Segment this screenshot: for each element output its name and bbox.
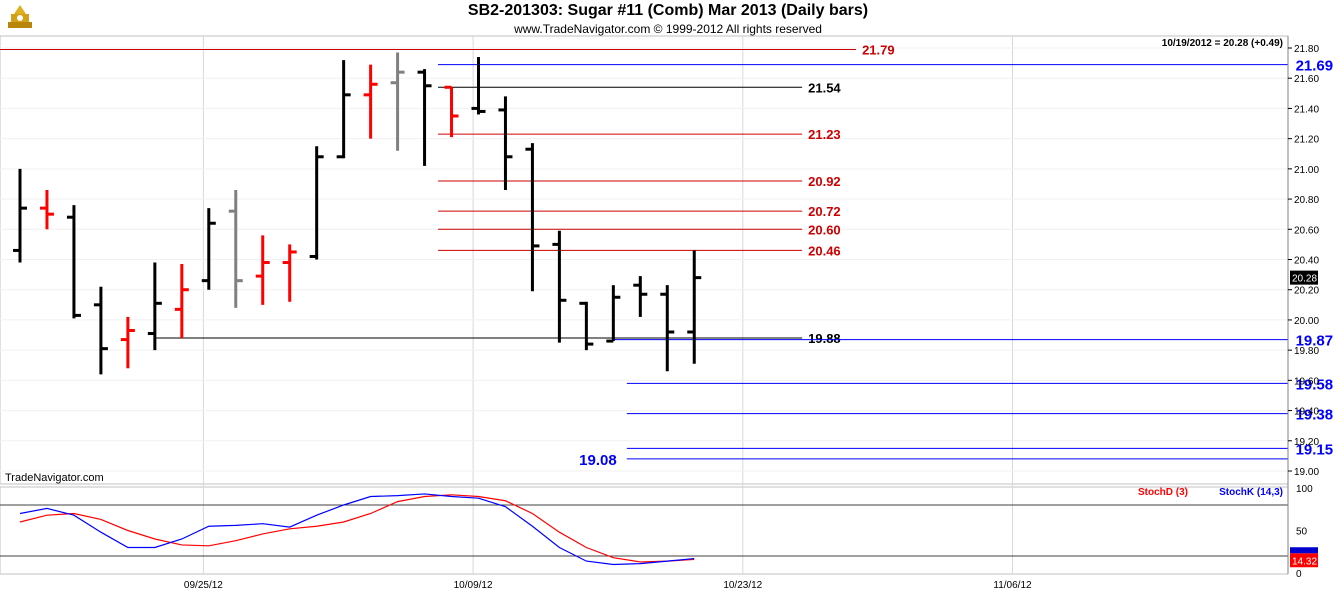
- trade-navigator-logo-icon: [6, 4, 34, 30]
- level-label-19.87: 19.87: [1296, 333, 1334, 350]
- date-tick-label: 09/25/12: [184, 580, 223, 591]
- axis-background: [1288, 36, 1336, 594]
- watermark-text: TradeNavigator.com: [5, 472, 104, 484]
- ohlc-bar: [552, 230, 567, 343]
- level-label-19.88: 19.88: [808, 331, 841, 346]
- ohlc-bar: [120, 316, 135, 369]
- level-label-19.08: 19.08: [579, 452, 617, 469]
- grid-lines: [0, 35, 1336, 594]
- legend-stochd: StochD (3): [1138, 487, 1188, 498]
- price-tick-label: 20.20: [1294, 286, 1319, 297]
- level-label-20.72: 20.72: [808, 204, 841, 219]
- ohlc-bar: [201, 208, 216, 290]
- ohlc-bar: [444, 85, 459, 138]
- price-tick-label: 20.40: [1294, 256, 1319, 267]
- price-tick-label: 19.00: [1294, 467, 1319, 478]
- ohlc-bar: [309, 146, 324, 260]
- level-label-19.58: 19.58: [1296, 376, 1334, 393]
- ohlc-bar: [687, 250, 702, 364]
- price-tick-label: 19.20: [1294, 437, 1319, 448]
- date-tick-label: 10/23/12: [723, 580, 762, 591]
- ohlc-bar: [66, 205, 81, 319]
- price-tick-label: 20.80: [1294, 195, 1319, 206]
- ohlc-bar: [255, 235, 270, 305]
- ohlc-bar: [390, 52, 405, 151]
- level-label-20.92: 20.92: [808, 174, 841, 189]
- ohlc-bar: [147, 262, 162, 351]
- price-tick-label: 19.80: [1294, 346, 1319, 357]
- level-label-19.38: 19.38: [1296, 407, 1334, 424]
- copyright-notice: www.TradeNavigator.com © 1999-2012 All r…: [514, 22, 822, 36]
- price-tick-label: 21.80: [1294, 44, 1319, 55]
- axes: 21.80 21.60 21.40 21.20 21.00 20.80 20.60 20.40…: [184, 36, 1319, 591]
- ohlc-bar: [471, 57, 486, 115]
- ohlc-bar: [93, 286, 108, 375]
- ohlc-bar: [660, 285, 675, 372]
- legend-stochk: StochK (14,3): [1219, 487, 1283, 498]
- level-label-21.69: 21.69: [1296, 58, 1334, 75]
- price-levels: 21.79 21.69 21.54 21.23 20.92 20.72 20.60 20.46…: [0, 43, 1333, 469]
- price-tick-label: 21.60: [1294, 74, 1319, 85]
- series-StochK-14-3-: [19, 493, 695, 566]
- price-tick-label: 21.40: [1294, 104, 1319, 115]
- ohlc-bar: [174, 264, 189, 339]
- stoch-tick-label: 50: [1296, 527, 1308, 538]
- date-tick-label: 11/06/12: [993, 580, 1032, 591]
- ohlc-bar: [228, 190, 243, 308]
- ohlc-bar: [579, 301, 594, 351]
- stoch-last-label: 14.32: [1292, 556, 1317, 567]
- price-tick-label: 21.20: [1294, 135, 1319, 146]
- stochastic-panel: StochD (3) StochK (14,3): [0, 487, 1288, 566]
- ohlc-bar: [13, 168, 27, 263]
- level-label-20.46: 20.46: [808, 243, 841, 258]
- level-label-19.15: 19.15: [1296, 441, 1334, 458]
- last-quote-label: 10/19/2012 = 20.28 (+0.49): [1162, 38, 1283, 49]
- ohlc-bar: [606, 285, 621, 343]
- chart-title: SB2-201303: Sugar #11 (Comb) Mar 2013 (D…: [467, 2, 869, 19]
- stoch-last-box: [1290, 553, 1318, 568]
- date-tick-label: 10/09/12: [454, 580, 493, 591]
- ohlc-bar: [498, 96, 513, 191]
- price-bars: [13, 52, 702, 375]
- level-label-20.60: 20.60: [808, 222, 841, 237]
- level-label-21.54: 21.54: [808, 80, 841, 95]
- chart-header: SB2-201303: Sugar #11 (Comb) Mar 2013 (D…: [0, 0, 1336, 40]
- last-price-label: 20.28: [1292, 274, 1317, 285]
- ohlc-bar: [633, 276, 648, 317]
- stoch-last-box-top: [1290, 547, 1318, 554]
- ohlc-bar: [363, 64, 378, 139]
- price-tick-label: 19.60: [1294, 376, 1319, 387]
- last-price-box: [1290, 270, 1318, 285]
- series-StochD-3-: [19, 494, 695, 563]
- price-tick-label: 19.40: [1294, 407, 1319, 418]
- stoch-tick-label: 0: [1296, 569, 1302, 580]
- ohlc-bar: [336, 60, 351, 159]
- level-label-21.79: 21.79: [862, 43, 895, 58]
- ohlc-bar: [525, 143, 540, 292]
- ohlc-bar: [39, 190, 54, 230]
- price-tick-label: 20.00: [1294, 316, 1319, 327]
- price-tick-label: 20.60: [1294, 225, 1319, 236]
- stoch-tick-label: 100: [1296, 484, 1313, 495]
- ohlc-bar: [282, 244, 297, 302]
- level-label-21.23: 21.23: [808, 127, 841, 142]
- stochastic-plot-area: [0, 486, 1289, 575]
- price-tick-label: 21.00: [1294, 165, 1319, 176]
- ohlc-bar: [417, 69, 432, 166]
